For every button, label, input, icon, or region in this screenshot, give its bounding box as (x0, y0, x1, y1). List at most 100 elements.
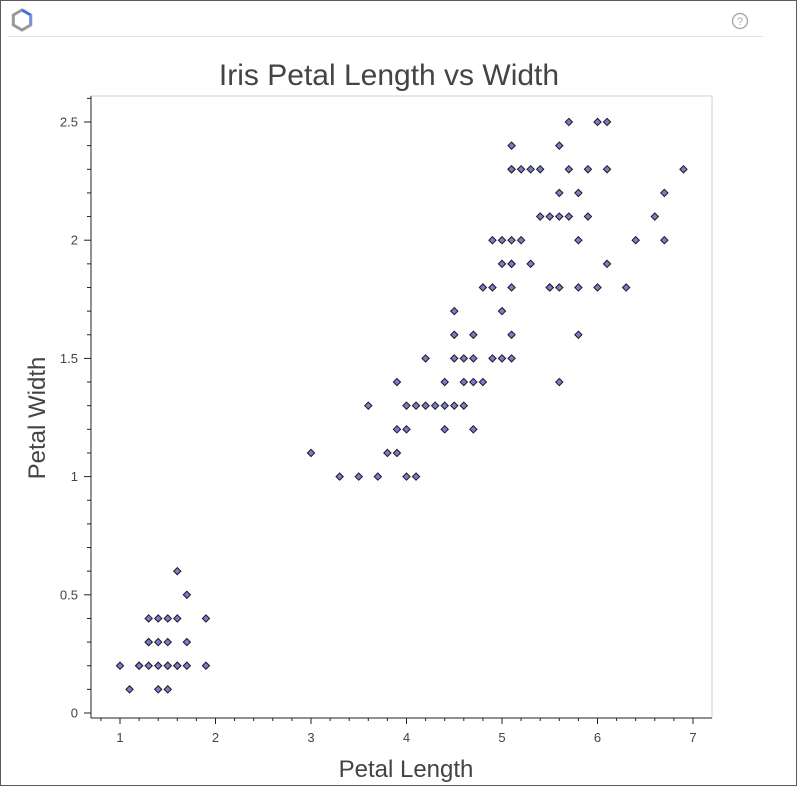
data-point (593, 283, 602, 292)
data-point (469, 425, 478, 434)
data-point (144, 614, 153, 623)
data-point (497, 306, 507, 316)
x-tick-label: 7 (689, 730, 696, 745)
y-tick-label: 2.5 (60, 115, 78, 130)
data-point (182, 590, 192, 600)
data-point (507, 235, 516, 245)
data-point (449, 306, 459, 316)
data-point (125, 685, 134, 694)
data-point (440, 377, 450, 387)
data-point (564, 164, 574, 174)
data-point (153, 685, 163, 694)
data-point (574, 330, 583, 340)
data-point (497, 235, 507, 245)
data-point (354, 472, 364, 481)
data-point (469, 354, 478, 363)
data-point (516, 164, 526, 174)
data-point (516, 235, 526, 245)
data-point (621, 283, 631, 292)
data-point (392, 377, 402, 387)
data-point (526, 164, 535, 174)
data-point (411, 401, 421, 410)
data-point (497, 354, 507, 363)
y-tick-label: 1.5 (60, 351, 78, 366)
data-point (507, 354, 516, 363)
data-point (402, 472, 411, 481)
data-point (383, 448, 392, 458)
x-tick-label: 6 (594, 730, 601, 745)
data-point (172, 614, 182, 623)
data-point (535, 212, 545, 221)
data-point (459, 354, 469, 363)
data-point (478, 283, 488, 292)
data-point (679, 164, 688, 174)
data-point (115, 661, 125, 671)
data-point (392, 448, 402, 458)
data-point (306, 448, 316, 458)
data-point (469, 377, 478, 387)
y-axis: 0 0.5 1 1.5 2 2.5 (60, 96, 92, 721)
data-point (430, 401, 440, 410)
data-point (488, 283, 497, 292)
x-tick-label: 3 (307, 730, 314, 745)
help-question-icon[interactable]: ? (731, 12, 749, 30)
data-point (469, 330, 478, 340)
data-point (574, 188, 583, 198)
data-point (363, 401, 373, 410)
data-point (574, 283, 583, 292)
data-point (507, 259, 516, 269)
x-tick-label: 1 (116, 730, 123, 745)
data-point (593, 117, 602, 127)
data-point (153, 661, 163, 671)
x-tick-label: 4 (403, 730, 410, 745)
data-point (421, 354, 430, 363)
data-point (449, 354, 459, 363)
data-point (421, 401, 430, 410)
data-point (554, 212, 564, 221)
data-point (172, 566, 182, 576)
data-point (554, 377, 564, 387)
x-axis: 1 2 3 4 5 6 7 (91, 717, 712, 745)
data-point (602, 117, 612, 127)
data-point (554, 188, 564, 198)
data-point (488, 235, 497, 245)
data-point (574, 235, 583, 245)
data-point (402, 425, 411, 434)
data-point (660, 235, 669, 245)
data-point (564, 212, 574, 221)
data-point (507, 164, 516, 174)
data-point (507, 330, 516, 340)
data-point (411, 472, 421, 481)
data-point (440, 425, 450, 434)
data-point (163, 685, 173, 694)
data-point (602, 164, 612, 174)
data-point (182, 661, 192, 671)
x-tick-label: 2 (212, 730, 219, 745)
data-point (507, 141, 516, 150)
data-point (163, 661, 173, 671)
data-point (153, 614, 163, 623)
data-point (449, 401, 459, 410)
data-point (478, 377, 488, 387)
data-point (153, 637, 163, 647)
data-point (163, 614, 173, 623)
data-point (392, 425, 402, 434)
y-axis-label: Petal Width (24, 357, 51, 480)
data-point (554, 141, 564, 150)
data-point (602, 259, 612, 269)
data-point (201, 614, 211, 623)
plot-area-border (90, 95, 713, 719)
chart-title: Iris Petal Length vs Width (219, 59, 559, 92)
y-tick-label: 2 (71, 233, 78, 248)
data-point (507, 283, 516, 292)
bokeh-logo-icon[interactable] (10, 8, 34, 32)
data-point (545, 283, 555, 292)
data-point (650, 212, 660, 221)
data-point (402, 401, 411, 410)
data-point (449, 330, 459, 340)
data-point (631, 235, 641, 245)
data-point (459, 377, 469, 387)
data-point (535, 164, 545, 174)
data-point (182, 637, 192, 647)
